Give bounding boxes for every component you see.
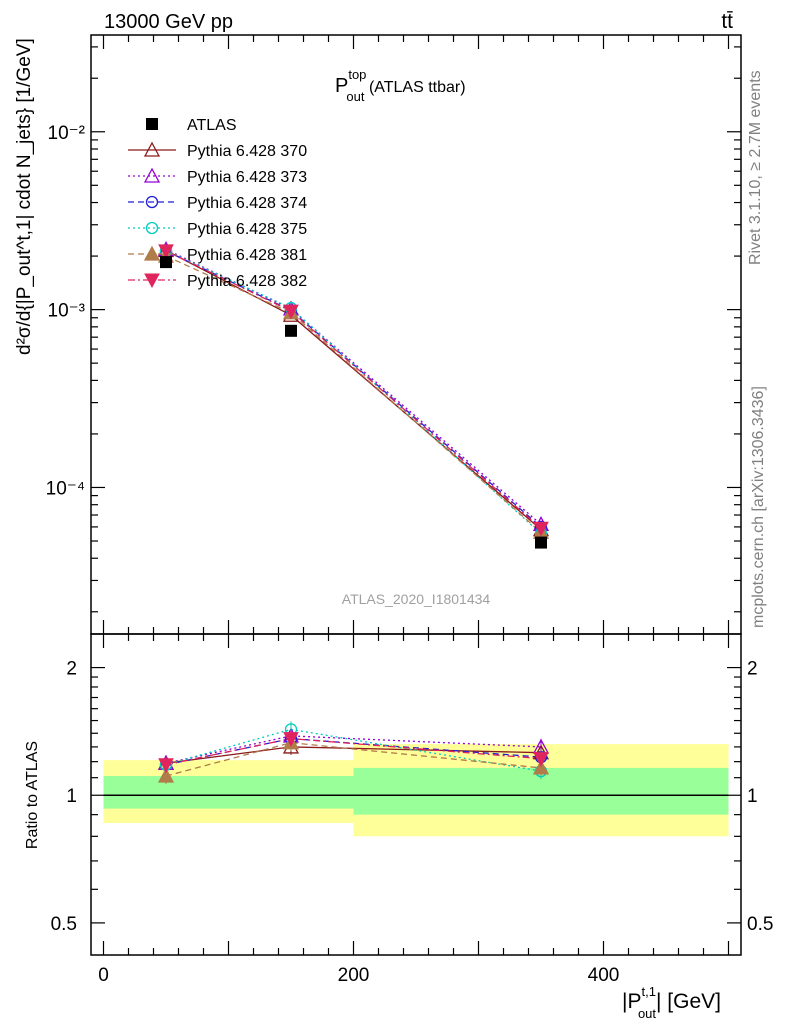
- ratio-point: [533, 752, 549, 767]
- legend-label: ATLAS: [187, 117, 237, 134]
- legend-label: Pythia 6.428 381: [187, 247, 307, 264]
- ratio-y-tick-label: 2: [66, 659, 77, 680]
- ratio-frame: [90, 633, 742, 956]
- ratio-line: [165, 737, 542, 766]
- legend-label: Pythia 6.428 374: [187, 195, 307, 212]
- data-point: [158, 244, 174, 259]
- data-point: [283, 304, 299, 320]
- ratio-y-tick-label-right: 0.5: [747, 914, 773, 935]
- data-point: [160, 256, 172, 269]
- x-tick-label: 200: [338, 965, 370, 986]
- ratio-y-tick-label-right: 2: [747, 659, 758, 680]
- energy-label: 13000 GeV pp: [104, 11, 233, 33]
- ratio-series-markers: [157, 721, 550, 785]
- legend-label: Pythia 6.428 375: [187, 221, 307, 238]
- main-y-axis-label: d²σ/d{|P_out^t,1| cdot N_jets} [1/GeV]: [14, 38, 35, 355]
- ratio-point: [157, 767, 175, 783]
- data-point: [535, 536, 547, 549]
- ratio-y-tick-label: 0.5: [51, 914, 77, 935]
- main-series-markers: [157, 241, 550, 549]
- legend-label: Pythia 6.428 370: [187, 143, 307, 160]
- series-line: [165, 250, 542, 529]
- ratio-point: [158, 758, 174, 773]
- analysis-watermark: ATLAS_2020_I1801434: [342, 591, 491, 607]
- legend-label: Pythia 6.428 382: [187, 273, 307, 290]
- main-y-tick-label: 10⁻²: [48, 123, 86, 144]
- main-y-tick-label: 10⁻⁴: [46, 478, 85, 499]
- process-label: tt̄: [721, 10, 733, 33]
- ratio-point: [283, 732, 299, 747]
- legend-marker: [146, 118, 158, 130]
- ratio-line: [165, 742, 542, 777]
- legend-marker: [143, 167, 161, 183]
- ratio-y-tick-label: 1: [66, 786, 77, 807]
- ratio-y-tick-label-right: 1: [747, 786, 758, 807]
- legend-marker: [145, 195, 159, 209]
- ratio-y-axis-label: Ratio to ATLAS: [24, 741, 41, 849]
- legend-marker: [145, 221, 159, 235]
- data-point: [285, 324, 297, 337]
- series-line: [165, 250, 542, 528]
- series-line: [165, 249, 542, 535]
- rivet-label: Rivet 3.1.10, ≥ 2.7M events: [747, 70, 764, 265]
- series-line: [165, 255, 542, 533]
- uncertainty-band-green: [103, 776, 354, 809]
- x-axis-label: |Pt,1 out| [GeV]: [622, 984, 721, 1021]
- main-series-lines: [165, 248, 542, 535]
- legend: ATLAS Pythia 6.428 370 Pythia 6.428 373 Pyt…: [128, 117, 307, 290]
- legend-label: Pythia 6.428 373: [187, 169, 307, 186]
- data-point: [533, 521, 549, 537]
- x-tick-label: 0: [98, 965, 109, 986]
- legend-marker: [143, 245, 161, 261]
- ratio-axes: 0.5 0.5 1 1 2 2 0 200 400: [51, 633, 773, 986]
- plot-title: Ptop out (ATLAS ttbar): [335, 67, 466, 104]
- ratio-point: [532, 759, 550, 775]
- legend-marker: [143, 141, 161, 157]
- mcplots-label: mcplots.cern.ch [arXiv:1306.3436]: [750, 386, 767, 628]
- x-tick-label: 400: [588, 965, 620, 986]
- legend-marker: [144, 273, 160, 289]
- series-line: [165, 249, 542, 531]
- main-y-tick-label: 10⁻³: [48, 301, 86, 322]
